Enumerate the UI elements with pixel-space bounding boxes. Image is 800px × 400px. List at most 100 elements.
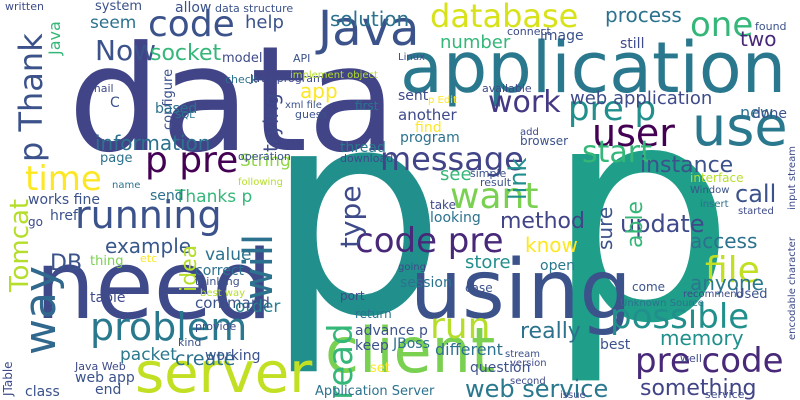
word: Tomcat [5,199,35,293]
word: going [398,262,426,273]
word: app [300,79,338,103]
word: connect [507,25,552,38]
word: kind [178,336,201,349]
word: found [755,20,787,33]
word: two [740,27,776,51]
word: add [520,127,539,138]
word: different [435,340,503,359]
word: class [25,384,60,400]
word: anyone [690,271,764,295]
word: application [400,27,786,109]
word: Used [735,287,768,302]
word: memory [660,326,744,350]
word: table [90,290,125,306]
word: create [175,348,235,370]
word: end [95,382,121,398]
word: question [470,360,530,376]
word: first [355,99,379,113]
word: work [488,85,561,120]
word: one [690,5,753,45]
word: etc [140,252,157,265]
word: port [340,289,365,303]
word: operation [238,150,291,163]
word: following [238,177,283,188]
word: file [705,250,760,291]
word: sent [398,88,429,104]
word: pre code [635,341,784,381]
word: really [520,319,581,344]
word: Now [95,34,156,67]
word: Application Server [315,384,435,399]
word: see [440,164,472,185]
word: second [510,376,546,387]
word: command [195,294,270,312]
word: socket [150,41,222,66]
word: p [545,40,735,389]
word: web service [465,375,608,400]
word: DB [50,251,82,276]
word: name [112,180,140,191]
word: take [430,198,456,212]
word: data structure [215,2,293,15]
word: trying [259,93,283,152]
word: Linux [398,52,425,63]
word: input stream [787,146,798,210]
word: Java Web [74,360,126,373]
word: something [640,376,756,400]
word: time [25,159,102,199]
word: send [150,188,184,204]
word: xml file [285,100,322,111]
word: working [205,348,261,364]
word: check [225,73,258,86]
word: call [735,180,776,208]
word: using [410,243,632,338]
word: sure [593,207,617,250]
word: API [293,52,310,65]
word: open [540,258,575,274]
word: thinking [195,275,240,288]
word: download [340,152,393,165]
word: simple [470,167,507,180]
word: Window [690,185,729,196]
word: packet [120,345,177,365]
word: best way [200,288,245,299]
word: provide [195,320,237,333]
word: running [75,193,222,237]
word: browser [520,134,568,148]
word: recommend [683,289,743,300]
word: web app [75,370,135,386]
word: web application [570,88,712,109]
word: Java [315,1,419,57]
word: code pre [355,221,504,261]
word: example [105,234,191,258]
word: correct [195,263,245,279]
word: able [623,201,648,248]
word: set [370,361,390,376]
word: link [504,157,532,200]
word: go [28,215,43,229]
word: done [752,106,787,122]
word: solution [330,7,409,31]
word: read [321,323,361,400]
word: value [205,245,251,265]
word: method [500,209,585,234]
word: process [605,3,682,27]
word: message [380,140,524,178]
word: C [110,95,120,111]
word: update [620,210,705,238]
word: instance [640,153,733,178]
word: need [35,231,272,341]
word: access [690,229,757,253]
word: guess [295,108,327,121]
word: configure [161,69,176,130]
word: encodable character [787,236,798,340]
word: p Thank [12,33,50,162]
word: model [222,51,262,66]
word: store [465,252,511,273]
word: SQL [175,110,195,121]
word: come [632,280,665,294]
word: use [692,95,788,158]
word: idea [177,245,202,292]
